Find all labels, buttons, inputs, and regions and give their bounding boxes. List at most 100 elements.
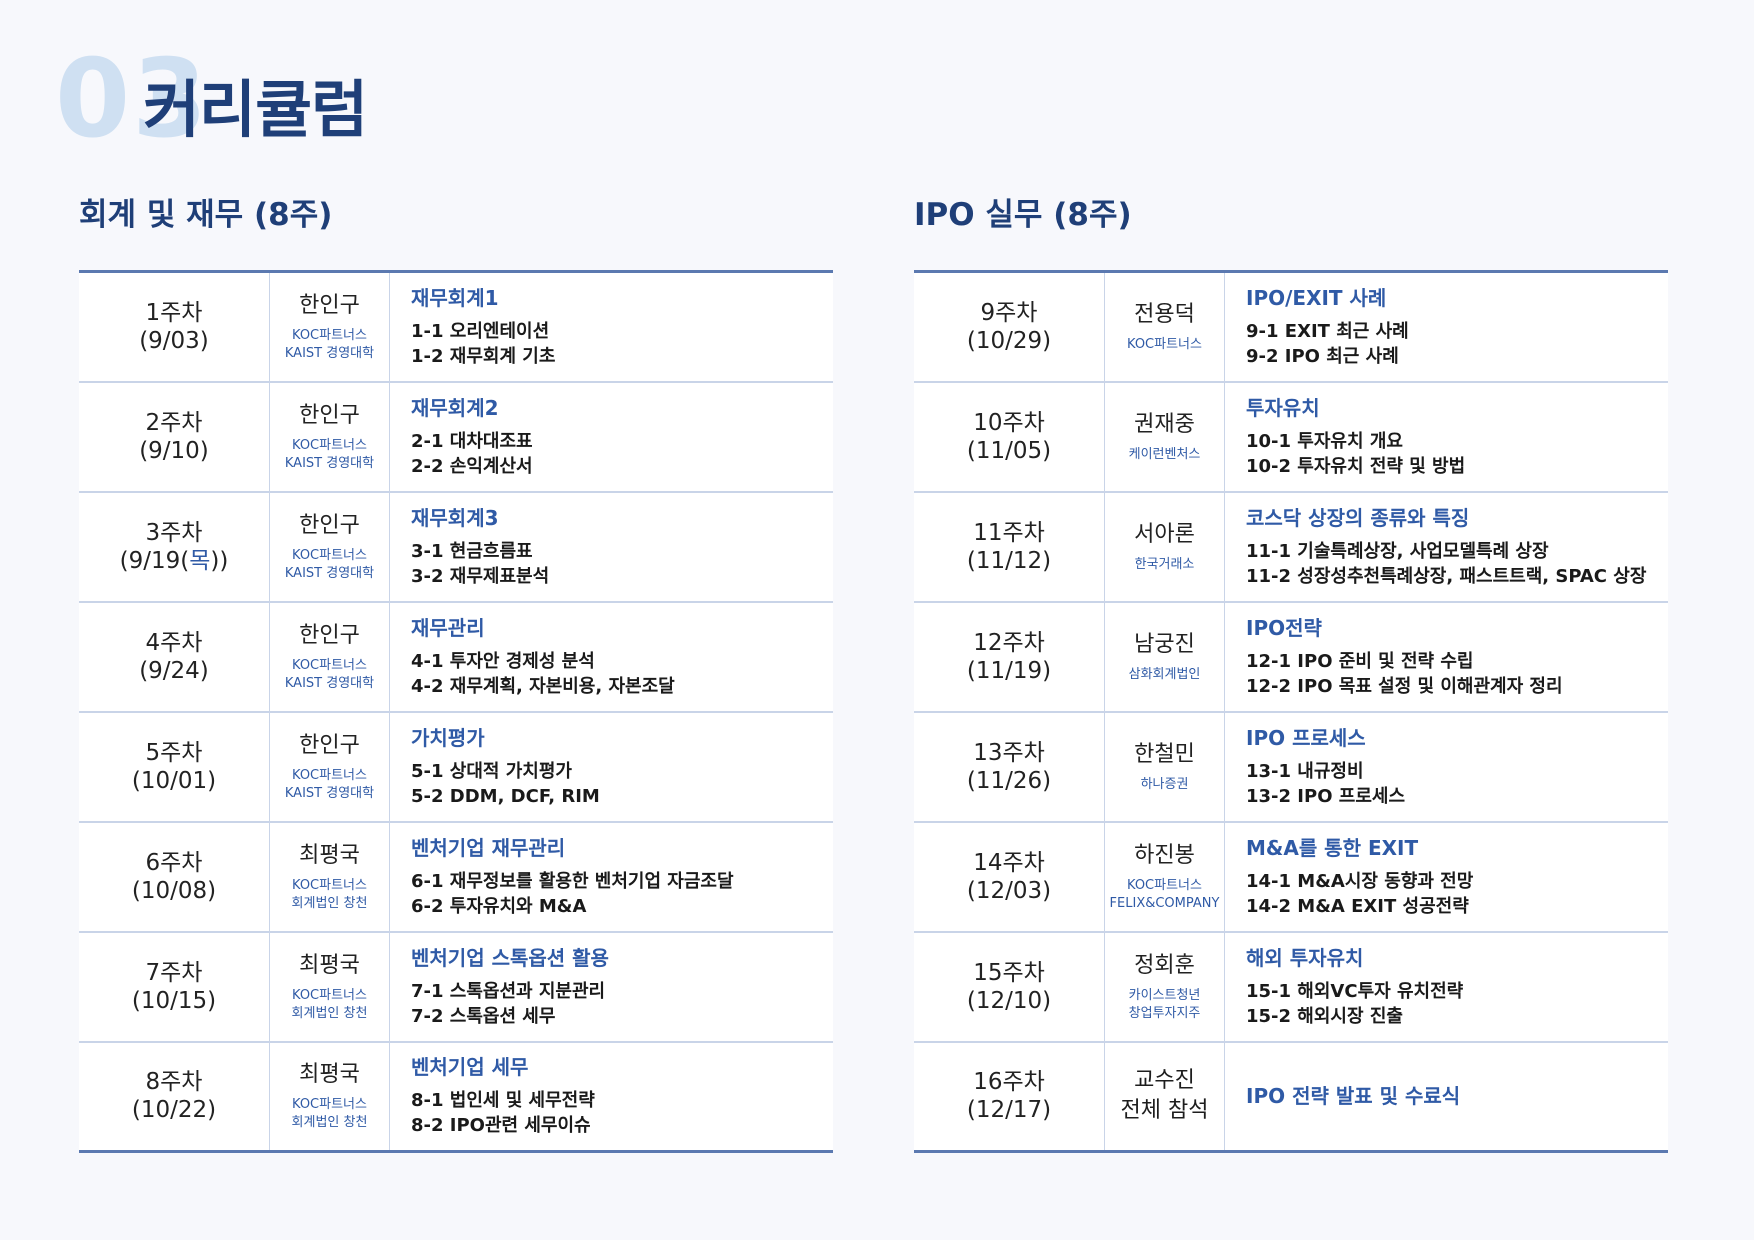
content-cell: 벤처기업 세무 8-1 법인세 및 세무전략 8-2 IPO관련 세무이슈 (390, 1042, 834, 1152)
instructor-affiliation: 하나증권 (1140, 776, 1189, 792)
section-title-accounting: 회계 및 재무 (8주) (79, 197, 333, 233)
week-label: 5주차 (145, 739, 203, 766)
week-label: 13주차 (973, 739, 1045, 766)
week-cell: 9주차 (10/29) (914, 271, 1105, 383)
instructor-affiliation: KOC파트너스 (292, 327, 367, 343)
instructor-cell: 한인구 KOC파트너스 KAIST 경영대학 (269, 271, 390, 383)
section-number: 03 (55, 37, 210, 162)
instructor-affiliation: KOC파트너스 (292, 547, 367, 563)
instructor-name: 최평국 (299, 842, 360, 868)
week-label: 7주차 (145, 959, 203, 986)
table-row: 5주차 (10/01) 한인구 KOC파트너스 KAIST 경영대학 가치평가 5-1 … (79, 711, 833, 823)
week-cell: 11주차 (11/12) (914, 491, 1105, 603)
week-date-prefix: (9/19( (119, 547, 190, 574)
week-label: 4주차 (145, 629, 203, 656)
lesson-item: 15-1 해외VC투자 유치전략 (1246, 980, 1464, 1002)
content-cell: 재무회계1 1-1 오리엔테이션 1-2 재무회계 기초 (389, 271, 833, 383)
instructor-name: 한인구 (299, 292, 360, 318)
lesson-item: 2-2 손익계산서 (411, 455, 533, 477)
lesson-item: 12-1 IPO 준비 및 전략 수립 (1246, 650, 1474, 672)
topic-title: 해외 투자유치 (1246, 945, 1364, 970)
instructor-affiliation: KAIST 경영대학 (284, 565, 375, 581)
week-cell: 13주차 (11/26) (914, 711, 1105, 823)
instructor-cell: 하진봉 KOC파트너스 FELIX&COMPANY (1104, 821, 1225, 933)
table-row: 4주차 (9/24) 한인구 KOC파트너스 KAIST 경영대학 재무관리 4-1 투… (79, 601, 833, 713)
content-cell: M&A를 통한 EXIT 14-1 M&A시장 동향과 전망 14-2 M&A EX… (1224, 821, 1668, 933)
topic-title: IPO 전략 발표 및 수료식 (1246, 1084, 1461, 1109)
instructor-name: 한인구 (299, 622, 360, 648)
instructor-affiliation: KOC파트너스 (1127, 877, 1202, 893)
week-cell: 4주차 (9/24) (79, 601, 270, 713)
topic-title: IPO전략 (1246, 615, 1322, 640)
content-cell: 코스닥 상장의 종류와 특징 11-1 기술특례상장, 사업모델특례 상장 11-2… (1224, 491, 1668, 603)
instructor-name: 정회훈 (1134, 952, 1195, 978)
lesson-item: 5-2 DDM, DCF, RIM (411, 785, 600, 807)
instructor-affiliation: 삼화회계법인 (1128, 666, 1201, 682)
instructor-cell: 전용덕 KOC파트너스 (1104, 271, 1225, 383)
content-cell: IPO 프로세스 13-1 내규정비 13-2 IPO 프로세스 (1224, 711, 1668, 823)
instructor-name: 한인구 (299, 732, 360, 758)
content-cell: 재무회계2 2-1 대차대조표 2-2 손익계산서 (389, 381, 833, 493)
instructor-affiliation: 케이런벤처스 (1128, 446, 1201, 462)
topic-title: 재무관리 (411, 615, 485, 640)
instructor-cell: 정회훈 카이스트청년 창업투자지주 (1104, 931, 1225, 1043)
week-cell: 1주차 (9/03) (79, 271, 270, 383)
content-cell: IPO/EXIT 사례 9-1 EXIT 최근 사례 9-2 IPO 최근 사례 (1224, 271, 1668, 383)
topic-title: 코스닥 상장의 종류와 특징 (1246, 505, 1470, 530)
topic-title: IPO 프로세스 (1246, 725, 1366, 750)
content-cell: 재무관리 4-1 투자안 경제성 분석 4-2 재무계획, 자본비용, 자본조달 (389, 601, 833, 713)
topic-title: 벤처기업 스톡옵션 활용 (411, 945, 609, 970)
instructor-cell: 한인구 KOC파트너스 KAIST 경영대학 (269, 381, 390, 493)
week-label: 14주차 (973, 849, 1045, 876)
week-label: 16주차 (973, 1069, 1045, 1096)
table-row: 16주차 (12/17) 교수진 전체 참석 IPO 전략 발표 및 수료식 (914, 1041, 1668, 1152)
week-cell: 10주차 (11/05) (914, 381, 1105, 493)
week-date-weekday: 목 (189, 547, 211, 574)
instructor-name: 한인구 (299, 402, 360, 428)
instructor-cell: 최평국 KOC파트너스 회계법인 창천 (269, 1041, 390, 1152)
lesson-item: 14-1 M&A시장 동향과 전망 (1246, 870, 1474, 892)
week-label: 9주차 (980, 299, 1038, 326)
lesson-item: 1-2 재무회계 기초 (411, 345, 556, 367)
week-label: 2주차 (145, 409, 203, 436)
week-label: 15주차 (973, 959, 1045, 986)
week-date: (11/05) (966, 437, 1052, 464)
instructor-affiliation: 한국거래소 (1134, 556, 1195, 572)
page-header: 03 커리큘럼 (55, 40, 655, 160)
topic-title: 재무회계1 (411, 285, 499, 310)
content-cell: 벤처기업 재무관리 6-1 재무정보를 활용한 벤처기업 자금조달 6-2 투자유치… (389, 821, 833, 933)
instructor-affiliation: KOC파트너스 (292, 437, 367, 453)
content-cell: 벤처기업 스톡옵션 활용 7-1 스톡옵션과 지분관리 7-2 스톡옵션 세무 (389, 931, 833, 1043)
instructor-cell: 권재중 케이런벤처스 (1104, 381, 1225, 493)
table-row: 1주차 (9/03) 한인구 KOC파트너스 KAIST 경영대학 재무회계1 1-1 … (79, 271, 833, 383)
lesson-item: 14-2 M&A EXIT 성공전략 (1246, 895, 1469, 917)
instructor-affiliation: KOC파트너스 (292, 1097, 367, 1113)
table-row: 10주차 (11/05) 권재중 케이런벤처스 투자유치 10-1 투자유치 개요 10… (914, 381, 1668, 493)
lesson-item: 3-2 재무제표분석 (411, 565, 550, 587)
lesson-item: 6-1 재무정보를 활용한 벤처기업 자금조달 (411, 870, 734, 892)
table-row: 3주차 (9/19(목)) 한인구 KOC파트너스 KAIST 경영대학 재무회계3 3… (79, 491, 833, 603)
instructor-affiliation: KOC파트너스 (1127, 336, 1202, 352)
lesson-item: 9-1 EXIT 최근 사례 (1246, 320, 1409, 342)
week-cell: 16주차 (12/17) (914, 1041, 1105, 1152)
lesson-item: 10-2 투자유치 전략 및 방법 (1246, 455, 1466, 477)
instructor-affiliation: KAIST 경영대학 (284, 455, 375, 471)
topic-title: 재무회계3 (411, 505, 499, 530)
table-row: 2주차 (9/10) 한인구 KOC파트너스 KAIST 경영대학 재무회계2 2-1 … (79, 381, 833, 493)
instructor-name: 한철민 (1134, 741, 1195, 767)
week-cell: 14주차 (12/03) (914, 821, 1105, 933)
instructor-affiliation: KAIST 경영대학 (284, 345, 375, 361)
week-date: (10/15) (131, 987, 217, 1014)
instructor-name: 서아론 (1134, 521, 1195, 547)
lesson-item: 11-2 성장성추천특례상장, 패스트트랙, SPAC 상장 (1246, 565, 1647, 587)
page-title: 커리큘럼 (143, 73, 368, 146)
week-date: (10/01) (131, 767, 217, 794)
instructor-name: 남궁진 (1134, 631, 1195, 657)
section-title-ipo: IPO 실무 (8주) (914, 197, 1132, 233)
table-row: 12주차 (11/19) 남궁진 삼화회계법인 IPO전략 12-1 IPO 준비 및… (914, 601, 1668, 713)
week-date: (12/10) (966, 987, 1052, 1014)
week-date-suffix: )) (210, 547, 229, 574)
week-label: 11주차 (973, 519, 1045, 546)
instructor-name: 전용덕 (1134, 301, 1195, 327)
week-label: 12주차 (973, 629, 1045, 656)
